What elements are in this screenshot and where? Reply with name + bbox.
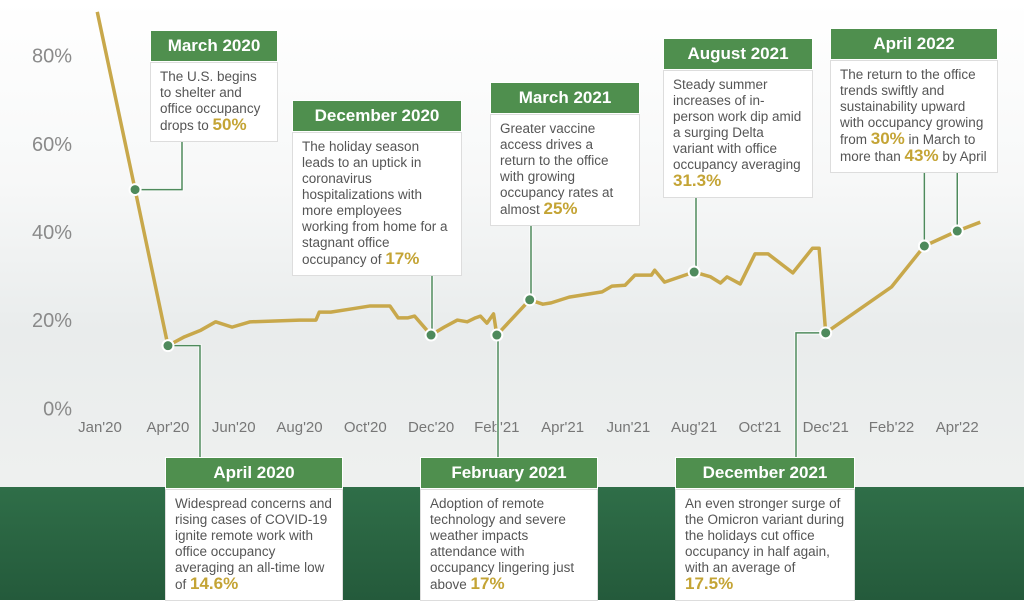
connector [167, 344, 202, 457]
highlight-value: 31.3% [673, 171, 722, 190]
y-tick-label: 40% [32, 222, 72, 244]
x-tick-label: Oct'21 [738, 419, 781, 436]
annotation-title: August 2021 [663, 38, 813, 70]
annotation-text: The U.S. begins to shelter and office oc… [160, 69, 261, 133]
x-tick-label: Jun'21 [607, 419, 651, 436]
x-tick-label: Oct'20 [344, 419, 387, 436]
annotated-point [687, 265, 701, 279]
annotation-title: April 2022 [830, 28, 998, 60]
occupancy-line [95, 11, 981, 348]
x-tick-label: Aug'21 [671, 419, 717, 436]
annotation-title: December 2021 [675, 457, 855, 489]
annotated-point [161, 339, 175, 353]
highlight-value: 43% [904, 146, 939, 165]
annotated-point [128, 183, 142, 197]
connector [167, 344, 201, 457]
x-tick-label: Apr'20 [147, 419, 190, 436]
highlight-value: 30% [870, 129, 905, 148]
annotation-title: March 2020 [150, 30, 278, 62]
annotated-point [950, 224, 964, 238]
highlight-value: 14.6% [190, 574, 239, 593]
highlight-value: 50% [212, 115, 247, 134]
highlight-value: 17.5% [685, 574, 734, 593]
x-tick-label: Dec'20 [408, 419, 454, 436]
connector [135, 142, 184, 192]
highlight-value: 25% [543, 199, 578, 218]
annotation-text: An even stronger surge of the Omicron va… [685, 496, 845, 575]
annotation-text: in March to more than [840, 132, 976, 164]
annotated-point [490, 328, 504, 342]
y-tick-label: 60% [32, 134, 72, 156]
annotated-point [424, 328, 438, 342]
annotation-text: Steady summer increases of in-person wor… [673, 77, 802, 172]
annotation-text: The return to the office trends swiftly … [840, 67, 984, 147]
x-tick-label: Apr'22 [936, 419, 979, 436]
annotation: February 2021 Adoption of remote technolo… [420, 457, 598, 601]
annotation-text: Adoption of remote technology and severe… [430, 496, 575, 592]
annotation-body: The U.S. begins to shelter and office oc… [150, 62, 278, 142]
annotation-title: February 2021 [420, 457, 598, 489]
annotated-point [917, 239, 931, 253]
annotation-body: The return to the office trends swiftly … [830, 60, 998, 173]
annotation-title: March 2021 [490, 82, 640, 114]
annotation-body: Greater vaccine access drives a return t… [490, 114, 640, 226]
annotation-body: Widespread concerns and rising cases of … [165, 489, 343, 601]
annotation-title: April 2020 [165, 457, 343, 489]
annotated-point [819, 326, 833, 340]
annotation-body: Steady summer increases of in-person wor… [663, 70, 813, 198]
connector [795, 332, 826, 457]
annotation-text: The holiday season leads to an uptick in… [302, 139, 448, 267]
annotation: April 2022 The return to the office trend… [830, 28, 998, 173]
annotation: December 2021 An even stronger surge of t… [675, 457, 855, 601]
annotation-body: Adoption of remote technology and severe… [420, 489, 598, 601]
y-tick-label: 0% [43, 398, 72, 420]
annotation-text: by April [938, 149, 987, 164]
y-tick-label: 20% [32, 310, 72, 332]
annotated-point [523, 293, 537, 307]
highlight-value: 17% [385, 249, 420, 268]
highlight-value: 17% [470, 574, 505, 593]
x-tick-label: Aug'20 [276, 419, 322, 436]
annotation-text: Widespread concerns and rising cases of … [175, 496, 332, 592]
annotation: August 2021 Steady summer increases of in… [663, 38, 813, 198]
annotation-title: December 2020 [292, 100, 462, 132]
x-tick-label: Feb'22 [869, 419, 914, 436]
connector [794, 331, 826, 457]
annotation: March 2021 Greater vaccine access drives … [490, 82, 640, 226]
annotation-body: The holiday season leads to an uptick in… [292, 132, 462, 276]
x-tick-label: Dec'21 [803, 419, 849, 436]
x-tick-label: Jan'20 [78, 419, 122, 436]
annotation-body: An even stronger surge of the Omicron va… [675, 489, 855, 601]
y-tick-label: 80% [32, 46, 72, 68]
annotation-text: Greater vaccine access drives a return t… [500, 121, 614, 217]
x-tick-label: Apr'21 [541, 419, 584, 436]
annotation: December 2020 The holiday season leads to… [292, 100, 462, 276]
x-tick-label: Jun'20 [212, 419, 256, 436]
annotation: March 2020 The U.S. begins to shelter and… [150, 30, 278, 142]
annotation: April 2020 Widespread concerns and rising… [165, 457, 343, 601]
connector [135, 142, 183, 191]
